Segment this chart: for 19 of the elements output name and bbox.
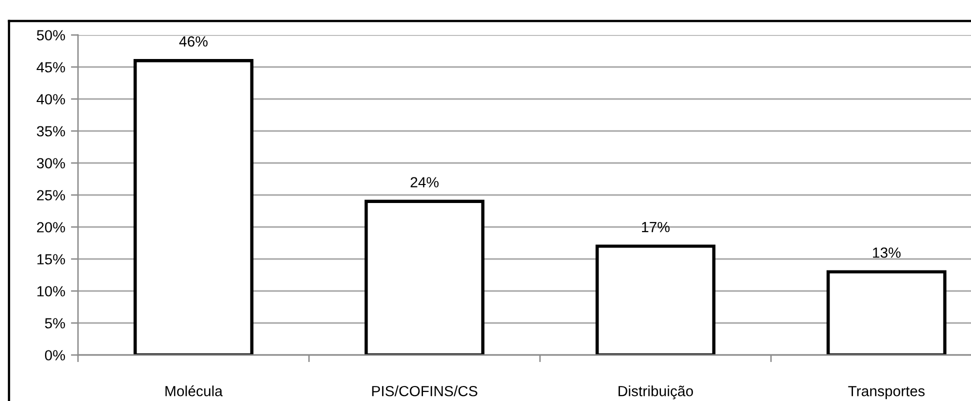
x-tick-label: PIS/COFINS/CS bbox=[372, 386, 478, 396]
x-tick-label: Transportes bbox=[848, 386, 925, 400]
data-label: 46% bbox=[179, 36, 208, 47]
y-tick-label: 50% bbox=[36, 30, 65, 40]
y-tick-label: 0% bbox=[44, 350, 65, 360]
y-tick-label: 20% bbox=[37, 222, 65, 232]
data-label: 13% bbox=[873, 247, 901, 258]
x-tick-label: Distribuição bbox=[618, 386, 693, 400]
y-tick-label: 25% bbox=[37, 190, 65, 200]
y-tick-label: 40% bbox=[36, 94, 65, 104]
data-label: 24% bbox=[410, 177, 439, 188]
data-label: 17% bbox=[642, 222, 670, 232]
y-tick-label: 30% bbox=[36, 158, 65, 168]
y-tick-label: 5% bbox=[45, 318, 65, 328]
x-tick-label: Molécula bbox=[166, 385, 223, 396]
y-tick-label: 10% bbox=[37, 286, 65, 296]
y-tick-label: 35% bbox=[36, 126, 65, 136]
y-tick-label: 15% bbox=[37, 254, 65, 264]
y-tick-label: 45% bbox=[36, 62, 65, 72]
